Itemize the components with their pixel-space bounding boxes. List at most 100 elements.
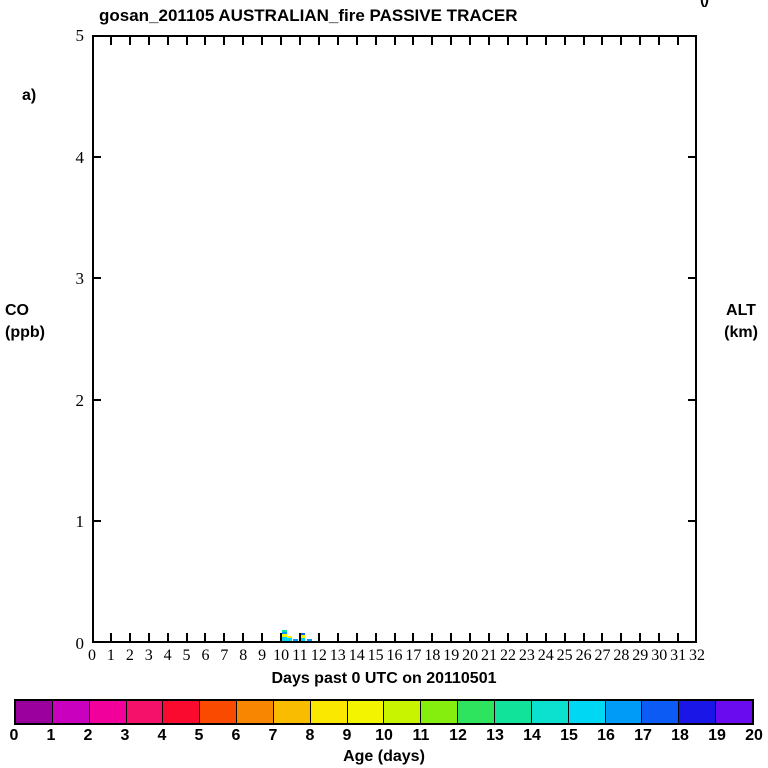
x-tick-label: 7 bbox=[220, 647, 229, 664]
x-tick-mark-top bbox=[355, 35, 358, 45]
x-tick-mark bbox=[317, 633, 320, 643]
x-tick-label: 6 bbox=[201, 647, 210, 664]
data-bar-segment bbox=[292, 639, 298, 641]
colorbar-segment bbox=[273, 701, 311, 723]
y-axis-label-left: CO (ppb) bbox=[5, 300, 45, 344]
x-tick-mark-top bbox=[488, 35, 491, 45]
x-tick-mark bbox=[109, 633, 112, 643]
x-tick-label: 12 bbox=[310, 647, 327, 664]
x-tick-mark-top bbox=[658, 35, 661, 45]
x-tick-label: 21 bbox=[481, 647, 498, 664]
x-tick-mark bbox=[563, 633, 566, 643]
x-tick-label: 26 bbox=[575, 647, 592, 664]
x-tick-mark-top bbox=[242, 35, 245, 45]
x-tick-mark bbox=[412, 633, 415, 643]
x-tick-mark-top bbox=[469, 35, 472, 45]
colorbar-segment bbox=[89, 701, 127, 723]
y-tick-label: 4 bbox=[75, 147, 85, 167]
x-tick-label: 19 bbox=[443, 647, 460, 664]
y-tick-mark bbox=[688, 520, 697, 523]
data-series-layer bbox=[94, 37, 695, 641]
x-tick-mark bbox=[393, 633, 396, 643]
y-axis-label-left-line2: (ppb) bbox=[5, 324, 45, 341]
y-axis-label-right: ALT (km) bbox=[714, 300, 768, 344]
colorbar-segment bbox=[679, 701, 717, 723]
colorbar-tick-label: 9 bbox=[342, 727, 352, 744]
x-tick-mark-top bbox=[280, 35, 283, 45]
colorbar-tick-label: 14 bbox=[523, 727, 541, 744]
x-tick-label: 23 bbox=[518, 647, 535, 664]
y-tick-label: 1 bbox=[75, 512, 85, 532]
y-tick-mark bbox=[688, 155, 697, 158]
colorbar-tick-label: 8 bbox=[305, 727, 315, 744]
plot-area bbox=[92, 35, 697, 643]
x-tick-mark bbox=[544, 633, 547, 643]
x-tick-label: 25 bbox=[556, 647, 573, 664]
y-axis-label-left-line1: CO bbox=[5, 302, 29, 319]
x-tick-mark bbox=[355, 633, 358, 643]
x-tick-label: 24 bbox=[537, 647, 554, 664]
x-tick-mark bbox=[261, 633, 264, 643]
y-tick-mark bbox=[92, 398, 101, 401]
x-tick-label: 14 bbox=[348, 647, 365, 664]
panel-label: a) bbox=[22, 87, 37, 104]
colorbar-title: Age (days) bbox=[343, 748, 425, 765]
colorbar-segment bbox=[458, 701, 495, 723]
x-tick-mark bbox=[147, 633, 150, 643]
colorbar-segment bbox=[237, 701, 274, 723]
x-tick-label: 9 bbox=[258, 647, 267, 664]
x-axis-label: Days past 0 UTC on 20110501 bbox=[271, 670, 497, 687]
data-bar-segment bbox=[300, 637, 306, 641]
x-tick-mark-top bbox=[563, 35, 566, 45]
y-tick-label: 0 bbox=[75, 634, 85, 653]
x-tick-mark bbox=[298, 633, 301, 643]
x-tick-mark-top bbox=[412, 35, 415, 45]
x-tick-label: 32 bbox=[689, 647, 705, 664]
clipped-top-glyph: () bbox=[700, 0, 709, 8]
x-tick-label: 0 bbox=[88, 647, 96, 664]
x-tick-mark bbox=[525, 633, 528, 643]
x-tick-label: 30 bbox=[651, 647, 668, 664]
x-tick-mark-top bbox=[677, 35, 680, 45]
colorbar-segment bbox=[16, 701, 53, 723]
colorbar-tick-label: 19 bbox=[708, 727, 726, 744]
y-tick-label: 3 bbox=[75, 269, 85, 289]
data-bar-segment bbox=[307, 639, 313, 641]
x-tick-mark-top bbox=[639, 35, 642, 45]
colorbar-segment bbox=[605, 701, 643, 723]
data-bar-segment bbox=[281, 631, 287, 635]
x-tick-mark bbox=[280, 633, 283, 643]
y-tick-label: 5 bbox=[75, 26, 85, 45]
colorbar-tick-label: 4 bbox=[157, 727, 167, 744]
x-tick-mark bbox=[620, 633, 623, 643]
x-tick-mark-top bbox=[620, 35, 623, 45]
data-bar-segment bbox=[287, 636, 293, 639]
x-tick-mark-top bbox=[185, 35, 188, 45]
x-tick-mark-top bbox=[147, 35, 150, 45]
x-tick-mark bbox=[374, 633, 377, 643]
colorbar-tick-label: 17 bbox=[634, 727, 652, 744]
x-tick-mark-top bbox=[506, 35, 509, 45]
x-tick-mark-top bbox=[582, 35, 585, 45]
x-tick-label: 15 bbox=[367, 647, 384, 664]
x-tick-mark-top bbox=[525, 35, 528, 45]
x-tick-mark bbox=[336, 633, 339, 643]
x-tick-mark bbox=[431, 633, 434, 643]
data-bar-segment bbox=[300, 633, 306, 636]
x-tick-mark-top bbox=[431, 35, 434, 45]
x-tick-mark-top bbox=[450, 35, 453, 45]
x-tick-mark bbox=[639, 633, 642, 643]
colorbar-segment bbox=[310, 701, 348, 723]
x-tick-label: 10 bbox=[273, 647, 290, 664]
x-tick-label: 3 bbox=[144, 647, 153, 664]
colorbar-segment bbox=[642, 701, 680, 723]
colorbar-tick-label: 1 bbox=[46, 727, 56, 744]
y-tick-mark bbox=[92, 277, 101, 280]
x-tick-mark-top bbox=[223, 35, 226, 45]
colorbar-segment bbox=[384, 701, 422, 723]
colorbar-segment bbox=[716, 701, 752, 723]
colorbar-tick-label: 15 bbox=[560, 727, 578, 744]
x-tick-mark bbox=[506, 633, 509, 643]
x-tick-label: 31 bbox=[670, 647, 687, 664]
x-tick-mark bbox=[677, 633, 680, 643]
